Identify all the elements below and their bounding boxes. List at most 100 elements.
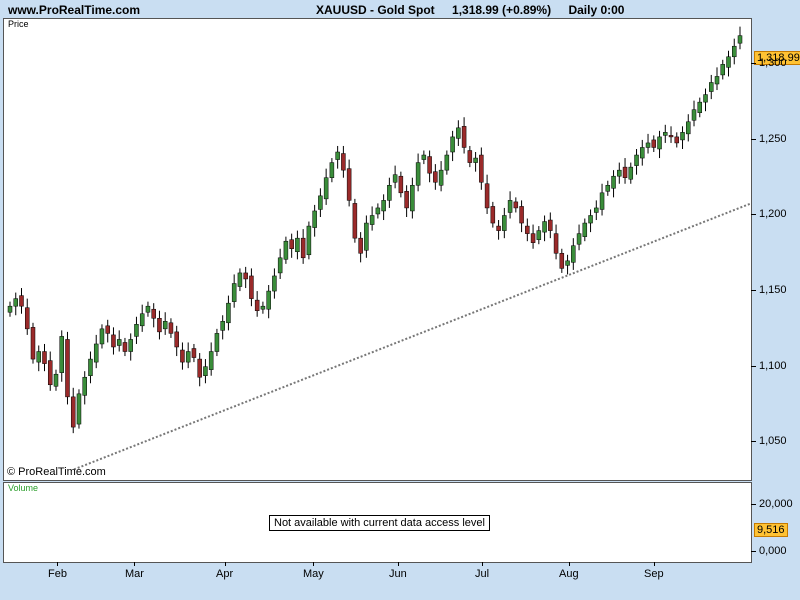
candle-up — [185, 351, 191, 363]
candle-down — [289, 239, 294, 249]
candle-up — [76, 393, 82, 425]
candle-up — [628, 166, 634, 180]
candle-down — [180, 349, 185, 363]
candle-down — [525, 225, 530, 234]
price-chart[interactable] — [4, 19, 751, 480]
candle-down — [254, 299, 260, 311]
candle-down — [300, 237, 306, 259]
candle-down — [461, 126, 467, 148]
site-name[interactable]: www.ProRealTime.com — [8, 3, 141, 17]
candle-up — [536, 230, 542, 240]
volume-panel[interactable]: Volume Not available with current data a… — [3, 482, 752, 563]
candle-down — [553, 233, 559, 254]
candle-up — [231, 283, 237, 302]
candle-down — [398, 175, 404, 194]
y-tick-label: 1,250 — [751, 132, 787, 145]
candle-up — [335, 151, 340, 160]
last-volume-badge: 9,516 — [754, 523, 788, 537]
candle-up — [588, 215, 593, 224]
candle-up — [697, 101, 703, 113]
candle-up — [53, 373, 59, 387]
candle-up — [444, 154, 450, 171]
candle-down — [30, 327, 36, 360]
candle-up — [277, 257, 283, 274]
candle-up — [576, 233, 582, 245]
candle-up — [663, 132, 668, 136]
x-tick-label: Jun — [389, 562, 407, 580]
candle-up — [392, 174, 398, 183]
candle-down — [249, 275, 254, 299]
data-access-notice: Not available with current data access l… — [269, 515, 490, 531]
y-tick-label: 1,150 — [751, 284, 787, 297]
candle-up — [203, 366, 208, 376]
candle-up — [617, 169, 622, 177]
y-tick-label: 1,050 — [751, 435, 787, 448]
candle-down — [479, 154, 484, 183]
candle-up — [266, 290, 271, 310]
y-tick-label: 1,200 — [751, 208, 787, 221]
x-tick-label: Aug — [559, 562, 579, 580]
candle-down — [24, 307, 30, 330]
candle-up — [128, 339, 133, 352]
title-bar: www.ProRealTime.com XAUUSD - Gold Spot 1… — [0, 0, 800, 20]
candle-down — [404, 191, 409, 209]
last-price-badge: 1,318.99 — [754, 51, 800, 65]
candle-up — [7, 305, 13, 313]
candle-up — [375, 207, 381, 215]
candle-up — [93, 343, 99, 363]
candle-down — [352, 203, 358, 239]
x-tick-label: Mar — [125, 562, 144, 580]
candle-up — [306, 225, 312, 256]
support-trendline[interactable] — [73, 202, 751, 471]
candle-up — [99, 328, 105, 345]
candle-up — [162, 321, 168, 330]
candle-up — [88, 358, 93, 376]
candle-up — [686, 121, 691, 135]
candle-down — [674, 136, 680, 144]
candle-up — [691, 109, 697, 121]
x-tick-label: May — [303, 562, 324, 580]
candle-up — [116, 339, 122, 346]
candle-up — [450, 136, 455, 153]
candle-down — [467, 150, 473, 163]
candle-down — [548, 219, 553, 231]
candle-down — [651, 139, 657, 148]
candle-up — [283, 240, 289, 260]
candle-down — [433, 171, 438, 183]
candle-up — [237, 272, 243, 287]
candle-down — [427, 156, 432, 174]
candle-up — [134, 324, 139, 337]
candle-up — [214, 333, 220, 352]
candle-up — [709, 82, 714, 92]
candle-up — [381, 200, 386, 212]
candle-up — [645, 142, 651, 148]
x-tick-label: Sep — [644, 562, 664, 580]
symbol-label: XAUUSD - Gold Spot — [316, 3, 435, 17]
candle-up — [82, 376, 87, 396]
candle-down — [243, 272, 248, 280]
candle-down — [490, 206, 496, 224]
candle-down — [157, 318, 162, 333]
candle-up — [272, 275, 277, 292]
candle-down — [122, 342, 128, 352]
candle-up — [139, 313, 145, 327]
candle-up — [364, 222, 369, 251]
candle-down — [168, 322, 174, 334]
x-tick-label: Jul — [475, 562, 490, 580]
candle-up — [387, 185, 392, 201]
candle-up — [59, 336, 64, 373]
volume-tick: 0,000 — [751, 545, 787, 557]
candle-up — [13, 298, 18, 307]
candle-up — [737, 35, 743, 44]
period-label: Daily 0:00 — [568, 3, 625, 17]
price-panel[interactable]: Price © ProRealTime.com — [3, 18, 752, 481]
candle-up — [145, 305, 151, 313]
copyright-label: © ProRealTime.com — [7, 466, 106, 478]
candle-down — [70, 396, 76, 428]
candle-up — [312, 210, 317, 228]
candle-down — [105, 325, 110, 334]
candle-up — [714, 76, 720, 85]
candle-up — [421, 154, 427, 160]
candle-down — [519, 206, 524, 224]
candle-up — [565, 260, 570, 266]
